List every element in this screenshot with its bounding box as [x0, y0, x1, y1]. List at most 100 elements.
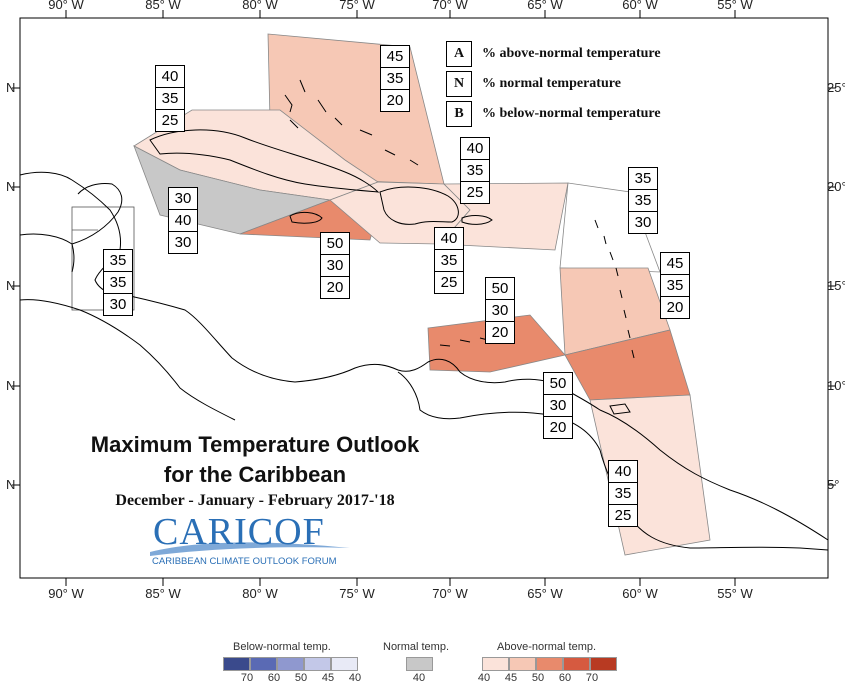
tick-left-15n: N [6, 278, 16, 293]
legend-label-normal-40: 40 [412, 672, 426, 684]
legend-label-below-70: 70 [240, 672, 254, 684]
prob-above: 50 [544, 373, 572, 395]
legend-title-normal: Normal temp. [383, 641, 450, 653]
legend-swatch-below-45 [304, 657, 331, 671]
prob-normal: 35 [609, 483, 637, 505]
legend-title-above: Above-normal temp. [497, 641, 597, 653]
legend-swatch-above-70 [590, 657, 617, 671]
tick-bot-80w: 80° W [242, 586, 278, 601]
prob-normal: 30 [486, 300, 514, 322]
hispaniola-coast [379, 186, 459, 225]
longitude-ticks [12, 10, 836, 586]
tick-top-60w: 60° W [622, 0, 658, 12]
prob-box-hispaniola: 40 35 25 [434, 227, 464, 294]
legend-swatch-above-45 [509, 657, 536, 671]
prob-box-windwards: 45 35 20 [660, 252, 690, 319]
prob-below: 30 [174, 234, 192, 251]
map-title-line1: Maximum Temperature Outlook [90, 432, 420, 457]
prob-normal: 30 [544, 395, 572, 417]
legend-swatch-below-50 [277, 657, 304, 671]
lesser-antilles [594, 219, 635, 415]
prob-box-northern-leewards: 35 35 30 [628, 167, 658, 234]
legend-swatch-above-60 [563, 657, 590, 671]
prob-box-jamaica: 50 30 20 [320, 232, 350, 299]
tick-top-75w: 75° W [339, 0, 375, 12]
legend-label-below-40: 40 [348, 672, 362, 684]
prob-box-bahamas: 45 35 20 [380, 45, 410, 112]
tick-left-25n: N [6, 80, 16, 95]
abc-islands-coast [439, 333, 516, 347]
cuba-coast [149, 129, 380, 193]
prob-below: 20 [666, 299, 684, 316]
caricof-logo-subtitle: CARIBBEAN CLIMATE OUTLOOK FORUM [152, 556, 337, 567]
prob-normal: 35 [661, 275, 689, 297]
central-america-coast [19, 299, 236, 421]
tick-top-80w: 80° W [242, 0, 278, 12]
prob-below: 20 [491, 324, 509, 341]
legend-swatch-above-50 [536, 657, 563, 671]
prob-above: 45 [381, 46, 409, 68]
tick-bot-85w: 85° W [145, 586, 181, 601]
tick-top-55w: 55° W [717, 0, 753, 12]
tick-top-90w: 90° W [48, 0, 84, 12]
prob-normal: 35 [104, 272, 132, 294]
tick-bot-55w: 55° W [717, 586, 753, 601]
prob-normal: 35 [381, 68, 409, 90]
legend-label-above-50: 50 [531, 672, 545, 684]
legend-label-below-50: 50 [294, 672, 308, 684]
prob-normal: 35 [156, 88, 184, 110]
legend-label-below-60: 60 [267, 672, 281, 684]
prob-below: 30 [634, 214, 652, 231]
prob-normal: 40 [169, 210, 197, 232]
prob-box-abc-islands: 50 30 20 [485, 277, 515, 344]
tick-left-10n: N [6, 378, 16, 393]
tick-bot-60w: 60° W [622, 586, 658, 601]
prob-below: 25 [440, 274, 458, 291]
prob-box-northern-cuba: 40 35 25 [155, 65, 185, 132]
tick-right-20n: 20° [827, 179, 845, 194]
prob-below: 20 [386, 92, 404, 109]
prob-above: 30 [169, 188, 197, 210]
bahamas-islands [284, 79, 419, 166]
tick-bot-75w: 75° W [339, 586, 375, 601]
prob-below: 25 [466, 184, 484, 201]
prob-normal: 30 [321, 255, 349, 277]
key-letter-a: A [446, 41, 472, 67]
prob-normal: 35 [629, 190, 657, 212]
prob-normal: 35 [461, 160, 489, 182]
legend-label-above-45: 45 [504, 672, 518, 684]
legend-swatch-normal-40 [406, 657, 433, 671]
prob-below: 20 [326, 279, 344, 296]
tick-right-5n: 5° [827, 477, 840, 492]
prob-box-western-cuba: 30 40 30 [168, 187, 198, 254]
key-text-normal: % normal temperature [482, 76, 621, 91]
prob-above: 50 [321, 233, 349, 255]
legend-swatch-below-70 [223, 657, 250, 671]
key-text-below: % below-normal temperature [482, 106, 661, 121]
map-title: Maximum Temperature Outlook for the Cari… [60, 430, 450, 490]
key-letter-b: B [446, 101, 472, 127]
venezuela-coast [397, 371, 829, 551]
legend-swatch-below-60 [250, 657, 277, 671]
tick-left-20n: N [6, 179, 16, 194]
prob-below: 25 [161, 112, 179, 129]
legend-title-below: Below-normal temp. [233, 641, 331, 653]
prob-box-guianas: 40 35 25 [608, 460, 638, 527]
prob-below: 30 [109, 296, 127, 313]
tick-right-10n: 10° [827, 378, 845, 393]
puerto-rico-coast [461, 215, 493, 225]
prob-above: 35 [629, 168, 657, 190]
map-title-line2: for the Caribbean [163, 462, 347, 487]
jamaica-coast [289, 211, 323, 224]
tick-bot-90w: 90° W [48, 586, 84, 601]
legend-label-above-60: 60 [558, 672, 572, 684]
prob-box-puerto-rico: 40 35 25 [460, 137, 490, 204]
yucatan-coast [19, 183, 123, 273]
legend-label-above-40: 40 [477, 672, 491, 684]
legend-label-below-45: 45 [321, 672, 335, 684]
prob-below: 20 [549, 419, 567, 436]
prob-box-trinidad: 50 30 20 [543, 372, 573, 439]
key-letter-n: N [446, 71, 472, 97]
legend-swatch-below-40 [331, 657, 358, 671]
